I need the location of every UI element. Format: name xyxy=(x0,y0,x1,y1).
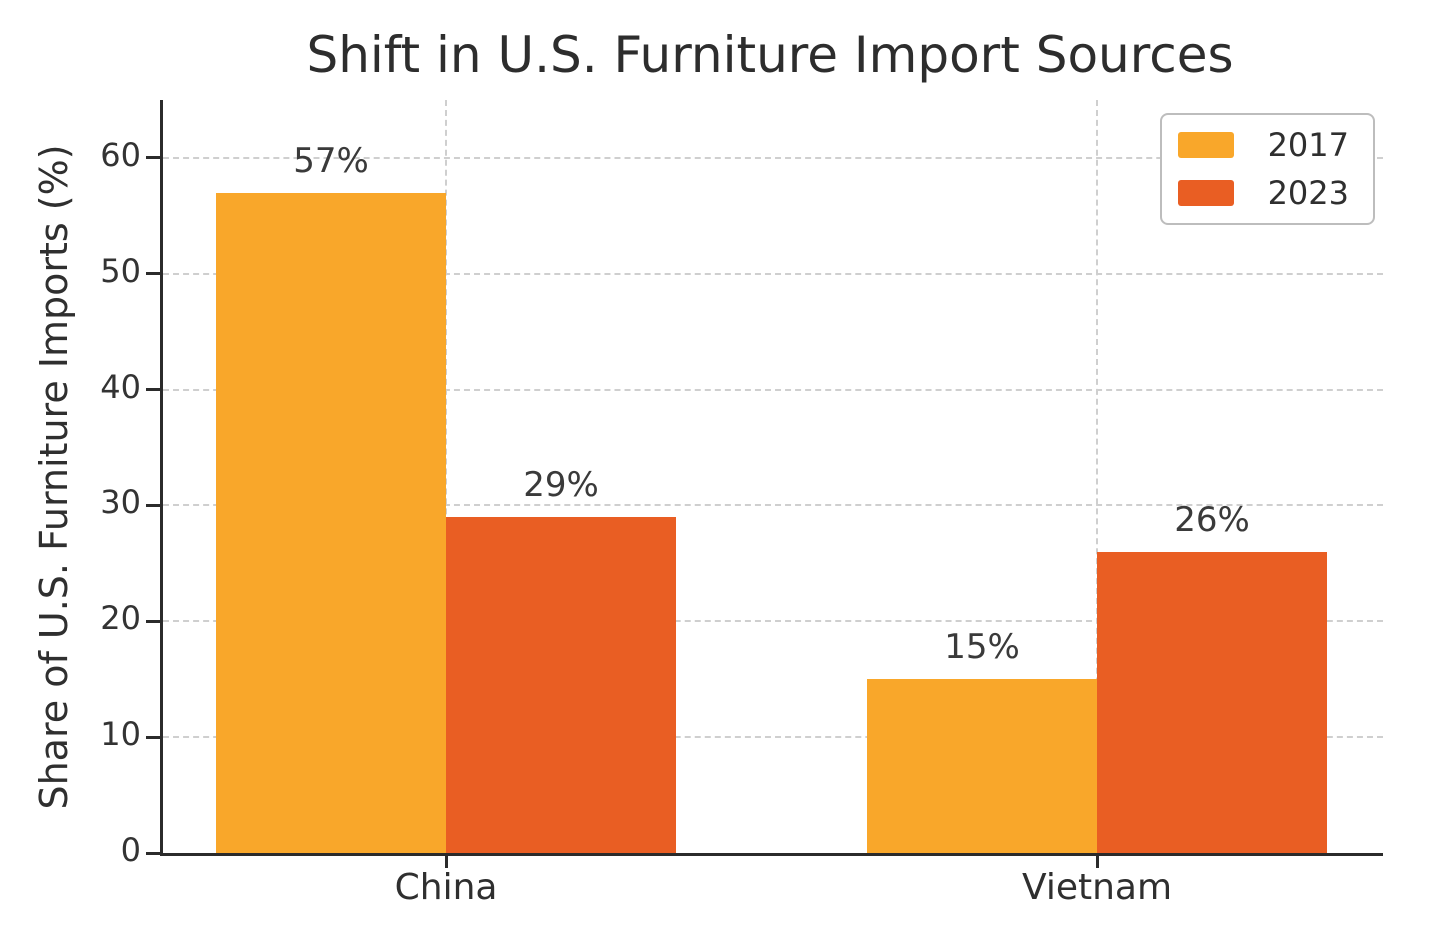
bar-china-2017 xyxy=(216,192,447,853)
y-tick-label-20: 20 xyxy=(100,599,141,638)
vertical-gridline-vietnam xyxy=(1096,100,1099,853)
bar-vietnam-2017 xyxy=(867,679,1098,853)
bar-value-label-china-2017: 57% xyxy=(293,140,369,181)
chart-title: Shift in U.S. Furniture Import Sources xyxy=(306,26,1234,84)
legend-swatch-2023 xyxy=(1177,180,1234,206)
horizontal-gridline-50 xyxy=(163,272,1383,275)
legend-item-2017: 2017 xyxy=(1177,126,1349,164)
horizontal-gridline-10 xyxy=(163,736,1383,739)
y-axis-tick-40 xyxy=(146,388,160,392)
y-axis-tick-20 xyxy=(146,619,160,623)
bar-value-label-china-2023: 29% xyxy=(523,465,599,506)
legend-label-2017: 2017 xyxy=(1267,126,1349,164)
x-axis-tick-vietnam xyxy=(1095,856,1099,868)
y-tick-label-10: 10 xyxy=(100,715,141,754)
y-axis-tick-0 xyxy=(146,851,160,855)
horizontal-gridline-30 xyxy=(163,504,1383,507)
y-tick-label-40: 40 xyxy=(100,367,141,406)
bar-value-label-vietnam-2023: 26% xyxy=(1174,499,1250,540)
y-tick-label-0: 0 xyxy=(120,831,141,869)
horizontal-gridline-40 xyxy=(163,388,1383,391)
x-category-label-vietnam: Vietnam xyxy=(1022,867,1173,908)
plot-area: 2017 2023 0 10 20 30 40 50 60 China Vietnam 57% 15%… xyxy=(100,100,1383,908)
horizontal-gridline-20 xyxy=(163,620,1383,623)
legend-label-2023: 2023 xyxy=(1267,174,1349,212)
y-tick-label-30: 30 xyxy=(100,483,141,522)
bar-value-label-vietnam-2017: 15% xyxy=(944,627,1020,668)
legend-swatch-2017 xyxy=(1177,132,1234,158)
y-tick-label-60: 60 xyxy=(100,135,141,174)
y-axis-tick-50 xyxy=(146,272,160,276)
x-axis-tick-china xyxy=(444,856,448,868)
y-axis-label: Share of U.S. Furniture Imports (%) xyxy=(32,144,76,810)
bar-vietnam-2023 xyxy=(1097,551,1327,853)
vertical-gridline-china xyxy=(445,100,448,853)
bar-china-2023 xyxy=(446,517,676,853)
y-axis-tick-60 xyxy=(146,156,160,160)
legend-item-2023: 2023 xyxy=(1177,174,1349,212)
y-axis-tick-10 xyxy=(146,735,160,739)
horizontal-gridline-60 xyxy=(163,156,1383,159)
x-category-label-china: China xyxy=(394,867,498,908)
y-tick-label-50: 50 xyxy=(100,251,141,290)
legend: 2017 2023 xyxy=(1159,113,1375,225)
y-axis-tick-30 xyxy=(146,503,160,507)
